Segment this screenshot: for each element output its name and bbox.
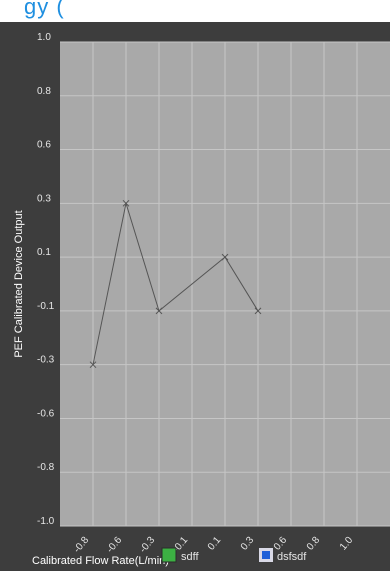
blue-square-icon bbox=[262, 551, 270, 559]
y-axis-ticks: 1.0 0.8 0.6 0.3 0.1 -0.1 -0.3 -0.6 -0.8 -1.0 bbox=[37, 32, 55, 527]
legend-label-dsfsdf: dsfsdf bbox=[277, 551, 307, 563]
x-tick-label: 1.0 bbox=[338, 535, 356, 553]
x-tick-label: 0.1 bbox=[206, 535, 224, 553]
x-tick-label: 0.8 bbox=[305, 535, 323, 553]
data-point-marker bbox=[122, 199, 130, 207]
x-tick-label: -0.3 bbox=[138, 535, 158, 556]
y-tick-label: -0.1 bbox=[37, 301, 55, 312]
legend: sdff dsfsdf bbox=[161, 547, 307, 563]
y-tick-label: 0.3 bbox=[37, 193, 51, 204]
x-tick-label: 0.6 bbox=[272, 535, 290, 553]
grid-lines bbox=[60, 41, 390, 527]
legend-label-sdff: sdff bbox=[181, 551, 199, 563]
data-point-marker bbox=[155, 307, 163, 315]
y-tick-label: 1.0 bbox=[37, 32, 51, 43]
data-point-marker bbox=[89, 361, 97, 369]
page-title-fragment: gy ( bbox=[24, 0, 65, 19]
green-square-icon bbox=[162, 548, 176, 562]
x-axis-label: Calibrated Flow Rate(L/min) bbox=[32, 555, 169, 567]
y-tick-label: 0.1 bbox=[37, 247, 51, 258]
y-tick-label: -0.8 bbox=[37, 462, 55, 473]
y-axis-label: PEF Calibrated Device Output bbox=[13, 210, 25, 357]
data-point-marker bbox=[221, 253, 229, 261]
y-tick-label: -0.6 bbox=[37, 408, 55, 419]
top-strip: gy ( bbox=[0, 0, 390, 22]
x-axis-ticks: -0.8 -0.6 -0.3 -0.1 0.1 0.3 0.6 0.8 1.0 bbox=[72, 535, 356, 556]
y-tick-label: -0.3 bbox=[37, 355, 55, 366]
y-tick-label: 0.8 bbox=[37, 86, 51, 97]
x-tick-label: 0.3 bbox=[239, 535, 257, 553]
legend-swatch-border bbox=[161, 547, 177, 563]
data-point-marker bbox=[254, 307, 262, 315]
series-layer bbox=[89, 199, 262, 369]
x-tick-label: -0.6 bbox=[105, 535, 125, 556]
x-tick-label: -0.8 bbox=[72, 535, 92, 556]
y-tick-label: 0.6 bbox=[37, 140, 51, 151]
legend-item-sdff[interactable]: sdff bbox=[161, 547, 199, 563]
legend-item-dsfsdf[interactable]: dsfsdf bbox=[259, 548, 307, 563]
y-tick-label: -1.0 bbox=[37, 516, 55, 527]
